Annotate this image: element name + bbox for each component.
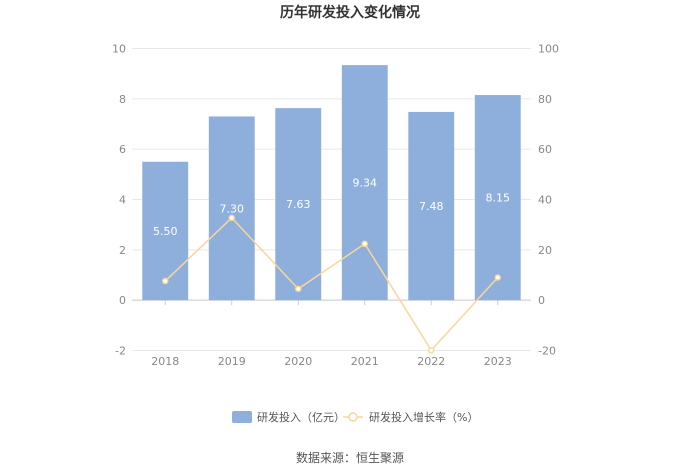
growth-rate-point	[361, 240, 368, 248]
y-right-tick-label: 20	[538, 244, 552, 257]
growth-rate-point	[295, 285, 302, 293]
bar-value-label: 9.34	[353, 177, 378, 190]
legend-item-bar[interactable]: 研发投入（亿元）	[232, 410, 345, 424]
y-left-tick-label: 6	[119, 143, 126, 156]
legend-line-marker	[348, 412, 358, 422]
bar-value-label: 7.30	[220, 202, 245, 215]
y-right-tick-label: 80	[538, 93, 552, 106]
x-tick-label: 2021	[351, 355, 379, 368]
legend-item-line[interactable]: 研发投入增长率（%）	[343, 410, 478, 424]
bar-series	[142, 65, 521, 301]
y-right-tick-label: 60	[538, 143, 552, 156]
data-labels: 5.50 7.30 7.63 9.34 7.48 8.15	[153, 177, 510, 238]
y-left-tick-label: 2	[119, 244, 126, 257]
y-left-tick-label: 4	[119, 194, 126, 207]
bar-value-label: 8.15	[486, 192, 511, 205]
x-tick-label: 2022	[417, 355, 445, 368]
y-right-tick-label: -20	[538, 345, 556, 358]
growth-rate-point	[494, 274, 501, 281]
bar	[208, 116, 255, 301]
grid-lines	[132, 48, 531, 351]
bar	[341, 65, 388, 301]
growth-rate-line	[164, 216, 499, 352]
bar	[142, 161, 189, 301]
legend-bar-swatch	[232, 411, 252, 423]
x-tick-label: 2023	[484, 355, 512, 368]
y-right-tick-label: 0	[538, 294, 545, 307]
bar-value-label: 5.50	[153, 225, 178, 238]
legend-line-label: 研发投入增长率（%）	[369, 410, 478, 424]
y-right-tick-label: 40	[538, 194, 552, 207]
growth-rate-point	[228, 214, 235, 222]
bar-value-label: 7.48	[419, 200, 444, 213]
growth-rate-point	[162, 277, 169, 285]
growth-rate-point	[428, 346, 435, 354]
x-tick-label: 2020	[284, 355, 312, 368]
y-left-tick-label: 0	[119, 294, 126, 307]
bar	[408, 111, 455, 301]
x-tick-label: 2018	[151, 355, 179, 368]
y-right-tick-label: 100	[538, 43, 559, 56]
y-left-tick-label: 10	[112, 43, 126, 56]
bar-value-label: 7.63	[286, 198, 311, 211]
source-note: 数据来源：恒生聚源	[296, 450, 404, 465]
bar	[474, 95, 521, 301]
y-left-tick-label: 8	[119, 93, 126, 106]
legend-bar-label: 研发投入（亿元）	[257, 410, 345, 424]
x-tick-label: 2019	[218, 355, 246, 368]
legend[interactable]: 研发投入（亿元） 研发投入增长率（%）	[232, 410, 478, 424]
bar	[275, 108, 322, 301]
chart-title: 历年研发投入变化情况	[280, 4, 420, 21]
y-left-tick-label: -2	[115, 345, 126, 358]
line-series	[162, 214, 501, 354]
